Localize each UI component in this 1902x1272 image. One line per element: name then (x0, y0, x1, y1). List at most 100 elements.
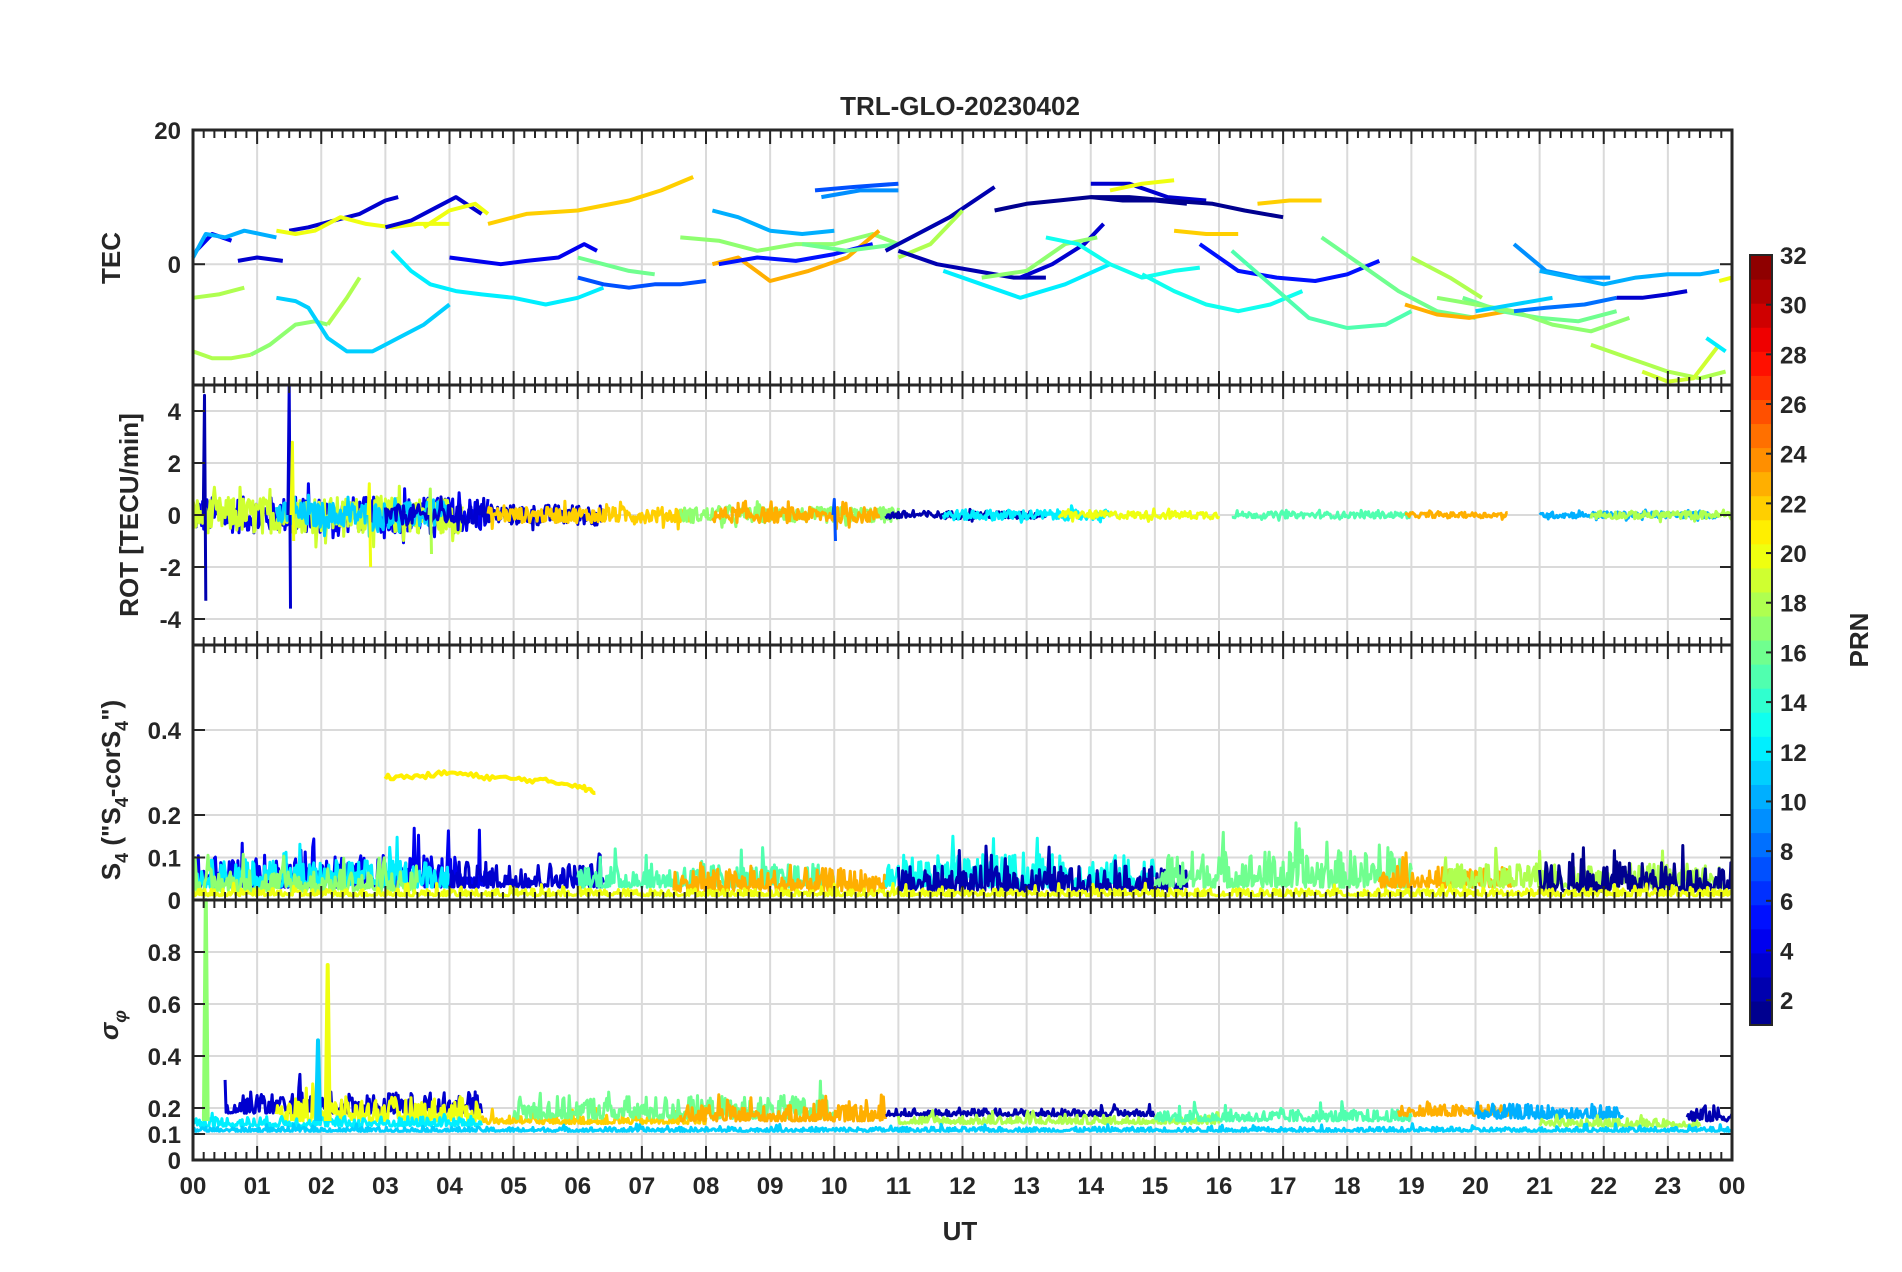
colorbar-tick-label: 10 (1780, 789, 1807, 816)
sigma-series-prn-23 (678, 1093, 888, 1123)
colorbar-swatch (1750, 712, 1772, 737)
tec-series-prn-2 (884, 185, 996, 253)
xtick-label: 08 (693, 1173, 720, 1200)
colorbar-tick-label: 4 (1780, 938, 1794, 965)
tec-series-prn-12 (1705, 336, 1727, 354)
tec-series-prn-18 (192, 285, 245, 300)
colorbar-swatch (1750, 952, 1772, 978)
colorbar-label: PRN (1844, 613, 1874, 668)
tec-series-prn-23 (711, 229, 881, 283)
colorbar-swatch (1750, 760, 1772, 785)
tec-series-prn-12 (942, 262, 1111, 300)
xtick-label: 11 (886, 1173, 911, 1200)
colorbar-swatch (1750, 471, 1772, 497)
colorbar-tick-label: 22 (1780, 491, 1807, 518)
colorbar-swatch (1750, 1000, 1772, 1026)
xtick-label: 04 (436, 1173, 463, 1200)
s4-series-prn-16 (1153, 821, 1413, 889)
xtick-label: 02 (308, 1173, 335, 1200)
rot-series-prn-23 (711, 499, 881, 531)
rot-ytick-label: 4 (168, 399, 182, 426)
tec-series-prn-17 (981, 235, 1098, 280)
colorbar-swatch (1750, 495, 1772, 521)
tec-series-prn-20 (1718, 275, 1733, 283)
colorbar-swatch (1750, 519, 1772, 545)
xtick-label: 21 (1526, 1173, 1553, 1200)
rot-spike-prn-20 (366, 482, 373, 568)
colorbar-swatch (1750, 880, 1772, 906)
tec-series-prn-20 (276, 215, 450, 236)
tec-series-prn-17 (1436, 295, 1631, 334)
xtick-label: 07 (629, 1173, 656, 1200)
colorbar-swatch (1750, 543, 1772, 569)
xtick-label: 14 (1077, 1173, 1104, 1200)
sigma-series-prn-10 (1474, 1100, 1625, 1120)
chart-title: TRL-GLO-20230402 (840, 91, 1080, 121)
panel-tec: 0 20 (154, 118, 1734, 387)
colorbar-tick-label: 20 (1780, 541, 1807, 568)
colorbar-tick-label: 6 (1780, 889, 1793, 916)
sigma-ytick-label: 0.2 (148, 1096, 181, 1123)
tec-series-prn-13 (1045, 235, 1201, 280)
colorbar-swatch (1750, 567, 1772, 593)
colorbar-tick-label: 18 (1780, 591, 1807, 618)
tec-series-prn-12 (390, 249, 605, 307)
colorbar-swatch (1750, 808, 1772, 834)
colorbar-tick-label: 12 (1780, 740, 1807, 767)
rot-series-prn-15 (1231, 508, 1413, 522)
tec-ytick-label: 20 (154, 118, 181, 145)
tec-series-prn-3 (237, 255, 284, 263)
s4-series-prn-17 (191, 852, 419, 893)
rot-series-prn-11 (274, 493, 451, 538)
panel-rot: -4 -2 0 2 4 (160, 383, 1734, 647)
colorbar-swatch (1750, 976, 1772, 1002)
sigma-ytick-label: 0.6 (148, 992, 181, 1019)
tec-series-prn-3 (1616, 289, 1688, 300)
colorbar-swatch (1750, 447, 1772, 473)
colorbar-swatch (1750, 856, 1772, 882)
xlabel: UT (943, 1216, 978, 1246)
colorbar-swatch (1750, 832, 1772, 858)
colorbar-tick-label: 32 (1780, 243, 1807, 270)
tec-ytick-label: 0 (168, 252, 181, 279)
rot-ytick-label: 2 (168, 451, 181, 478)
tec-series-prn-3 (1090, 181, 1207, 203)
xtick-label: 00 (1719, 1173, 1746, 1200)
ylabel-tec: TEC (96, 232, 126, 284)
tec-series-prn-10 (1539, 268, 1720, 287)
sigma-ytick-label: 0.4 (148, 1044, 182, 1071)
ylabel-sigma: σφ (94, 1010, 130, 1040)
colorbar-tick-label: 28 (1780, 342, 1807, 369)
xtick-label: 13 (1013, 1173, 1040, 1200)
tec-series-prn-20 (1109, 178, 1175, 193)
xtick-label: 00 (180, 1173, 207, 1200)
rot-spike-prn-20 (289, 440, 296, 542)
sigma-spike-prn-20 (323, 963, 332, 1122)
tec-series-prn-7 (577, 275, 707, 290)
xtick-label: 10 (821, 1173, 848, 1200)
xtick-label: 06 (564, 1173, 591, 1200)
tec-series-prn-18 (192, 349, 252, 361)
s4-series-prn-2 (896, 844, 1189, 893)
xtick-label: 16 (1206, 1173, 1233, 1200)
s4-series-prn-21 (383, 769, 596, 795)
rot-spike-prn-2 (201, 393, 208, 601)
sigma-series-prn-18 (896, 1109, 1221, 1126)
tec-series-prn-20 (422, 201, 490, 229)
colorbar-swatch (1750, 279, 1772, 304)
tec-series-prn-13 (1141, 272, 1304, 314)
tec-series-prn-9 (1512, 242, 1611, 280)
rot-series-prn-20 (1057, 507, 1221, 523)
rot-series-prn-19 (191, 484, 464, 549)
rot-series-prn-18 (1589, 508, 1734, 524)
s4-ytick-label: 0 (168, 888, 181, 915)
xtick-label: 09 (757, 1173, 784, 1200)
xtick-label: 19 (1398, 1173, 1425, 1200)
xtick-label: 03 (372, 1173, 399, 1200)
panel-s4: 0 0.1 0.2 0.4 (148, 643, 1734, 915)
ylabel-rot: ROT [TECU/min] (114, 413, 144, 617)
colorbar-swatch (1750, 351, 1772, 376)
ylabel-s4: S4 ("S4-corS4") (96, 700, 132, 880)
tec-series-prn-15 (1230, 249, 1413, 330)
